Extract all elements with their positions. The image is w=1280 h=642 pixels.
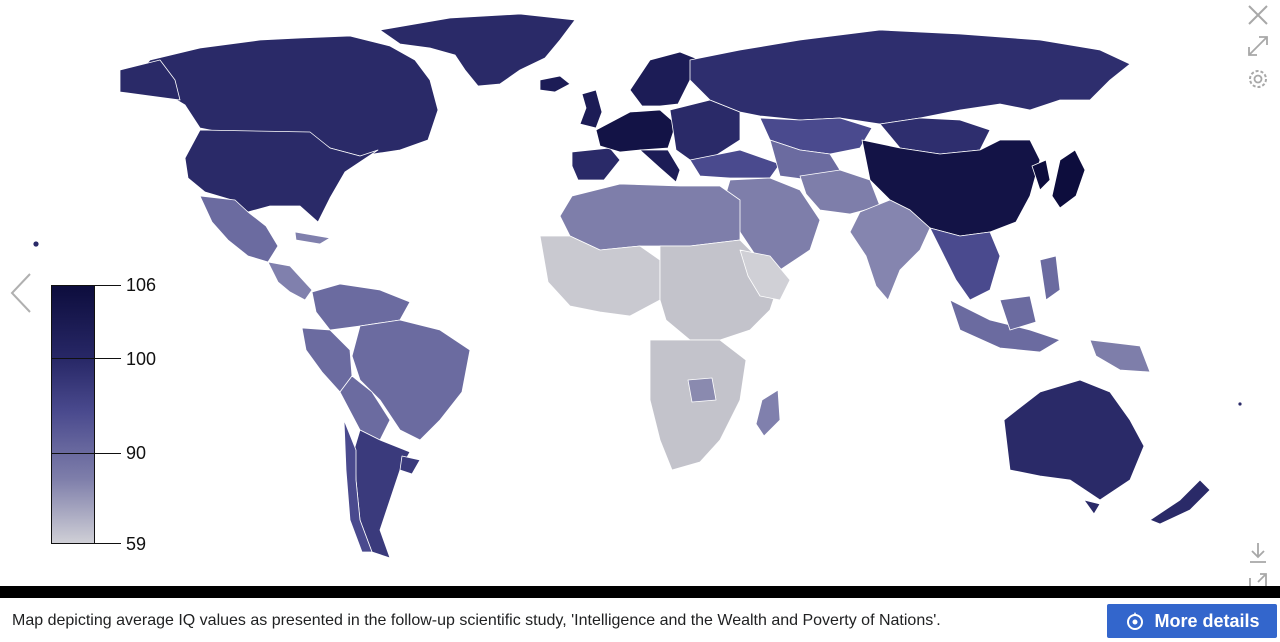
region-canada[interactable] [129,35,439,157]
region-tasmania[interactable] [1083,499,1101,515]
more-details-button[interactable]: More details [1107,604,1277,638]
gear-icon[interactable] [1245,66,1271,92]
region-greenland[interactable] [379,13,576,87]
caption-bar: Map depicting average IQ values as prese… [0,598,1280,642]
region-iberia[interactable] [571,147,621,181]
region-iceland-small[interactable] [1237,401,1243,407]
region-peru[interactable] [301,327,353,393]
region-philippines[interactable] [1039,255,1061,301]
region-russia[interactable] [689,29,1131,125]
region-madagascar[interactable] [755,389,781,437]
share-icon[interactable] [1245,572,1271,586]
region-iceland[interactable] [539,75,571,93]
region-australia[interactable] [1003,379,1145,501]
region-eastern-europe[interactable] [669,99,741,161]
region-usa[interactable] [184,129,379,223]
region-horn-of-africa[interactable] [739,249,791,301]
region-zimbabwe[interactable] [687,377,717,403]
chevron-left-icon[interactable] [6,270,36,316]
region-uk[interactable] [579,89,603,129]
region-korea[interactable] [1031,159,1051,191]
region-scandinavia[interactable] [629,51,701,107]
region-brazil[interactable] [351,319,471,441]
expand-icon[interactable] [1245,33,1271,59]
region-mexico[interactable] [199,195,279,263]
map-viewer: 106 100 90 59 [6,2,1271,586]
close-icon[interactable] [1245,2,1271,28]
region-central-america[interactable] [267,261,313,301]
region-uruguay[interactable] [399,455,421,475]
region-new-zealand[interactable] [1149,479,1211,525]
divider [0,586,1280,598]
region-indonesia[interactable] [949,299,1061,353]
region-chile[interactable] [343,419,373,553]
region-southern-africa[interactable] [649,339,747,471]
region-north-africa[interactable] [559,183,741,251]
more-details-label: More details [1154,610,1260,631]
region-borneo[interactable] [999,295,1037,331]
region-cuba[interactable] [294,231,331,245]
region-se-asia[interactable] [929,227,1001,301]
region-alaska[interactable] [119,59,181,101]
world-map [32,13,1243,559]
download-icon[interactable] [1245,540,1271,566]
commons-logo-icon [1127,612,1144,630]
region-india[interactable] [849,199,931,301]
region-japan[interactable] [1051,149,1086,209]
region-italy[interactable] [639,149,681,183]
region-france-germany[interactable] [595,109,677,153]
region-png[interactable] [1089,339,1151,373]
region-hawaii[interactable] [32,240,40,248]
image-caption: Map depicting average IQ values as prese… [12,612,941,629]
